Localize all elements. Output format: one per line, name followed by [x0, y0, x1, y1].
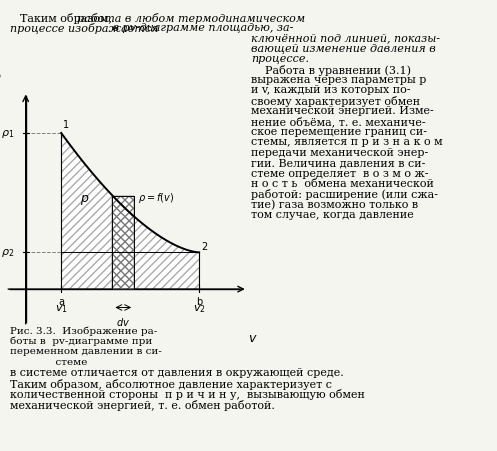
- Text: механической энергией, т. е. обмен работой.: механической энергией, т. е. обмен работ…: [10, 399, 275, 410]
- Text: a: a: [58, 297, 64, 307]
- Text: нение объёма, т. е. механиче-: нение объёма, т. е. механиче-: [251, 116, 425, 127]
- Text: Таким образом,: Таким образом,: [20, 13, 115, 23]
- Text: Рис. 3.3.  Изображение ра-: Рис. 3.3. Изображение ра-: [10, 326, 157, 335]
- Text: процессе.: процессе.: [251, 54, 309, 64]
- Text: 1: 1: [63, 120, 69, 130]
- Text: и v, каждый из которых по-: и v, каждый из которых по-: [251, 85, 411, 95]
- Text: Работа в уравнении (3.1): Работа в уравнении (3.1): [251, 64, 411, 75]
- Text: b: b: [196, 297, 202, 307]
- Text: $\rho=f(v)$: $\rho=f(v)$: [138, 190, 174, 204]
- Text: работой: расширение (или сжа-: работой: расширение (или сжа-: [251, 189, 438, 200]
- Text: в pv-диаграмме площадью, за-: в pv-диаграмме площадью, за-: [109, 23, 294, 33]
- Text: $\rho_1$: $\rho_1$: [0, 128, 14, 140]
- Text: работа в любом термодинамическом: работа в любом термодинамическом: [77, 13, 305, 23]
- Text: переменном давлении в си-: переменном давлении в си-: [10, 346, 162, 355]
- Text: стеме определяет  в о з м о ж-: стеме определяет в о з м о ж-: [251, 168, 428, 178]
- Text: стемы, является п р и з н а к о м: стемы, является п р и з н а к о м: [251, 137, 443, 147]
- Text: ское перемещение границ си-: ское перемещение границ си-: [251, 127, 427, 137]
- Text: передачи механической энер-: передачи механической энер-: [251, 147, 428, 157]
- Text: $\rho$: $\rho$: [0, 71, 1, 86]
- Text: боты в  pv-диаграмме при: боты в pv-диаграмме при: [10, 336, 152, 345]
- Text: $\rho_2$: $\rho_2$: [0, 247, 14, 259]
- Text: $dv$: $dv$: [116, 315, 130, 327]
- Text: процессе изображается: процессе изображается: [10, 23, 159, 34]
- Text: выражена через параметры p: выражена через параметры p: [251, 75, 426, 85]
- Text: 2: 2: [201, 241, 207, 251]
- Text: стеме: стеме: [10, 357, 87, 366]
- Text: механической энергией. Изме-: механической энергией. Изме-: [251, 106, 434, 116]
- Text: $v_1$: $v_1$: [55, 302, 68, 314]
- Text: тие) газа возможно только в: тие) газа возможно только в: [251, 199, 418, 210]
- Text: вающей изменение давления в: вающей изменение давления в: [251, 44, 436, 54]
- Text: н о с т ь  обмена механической: н о с т ь обмена механической: [251, 179, 434, 189]
- Text: Таким образом, абсолютное давление характеризует с: Таким образом, абсолютное давление харак…: [10, 378, 332, 389]
- Text: $v$: $v$: [248, 331, 257, 345]
- Text: своему характеризует обмен: своему характеризует обмен: [251, 96, 420, 106]
- Text: количественной стороны  п р и ч и н у,  вызывающую обмен: количественной стороны п р и ч и н у, вы…: [10, 388, 365, 399]
- Polygon shape: [112, 196, 134, 290]
- Text: ключённой под линией, показы-: ключённой под линией, показы-: [251, 33, 440, 43]
- Text: $p$: $p$: [80, 192, 89, 206]
- Text: гии. Величина давления в си-: гии. Величина давления в си-: [251, 158, 425, 168]
- Text: том случае, когда давление: том случае, когда давление: [251, 210, 414, 220]
- Text: $v_2$: $v_2$: [193, 302, 205, 314]
- Text: в системе отличается от давления в окружающей среде.: в системе отличается от давления в окруж…: [10, 368, 344, 377]
